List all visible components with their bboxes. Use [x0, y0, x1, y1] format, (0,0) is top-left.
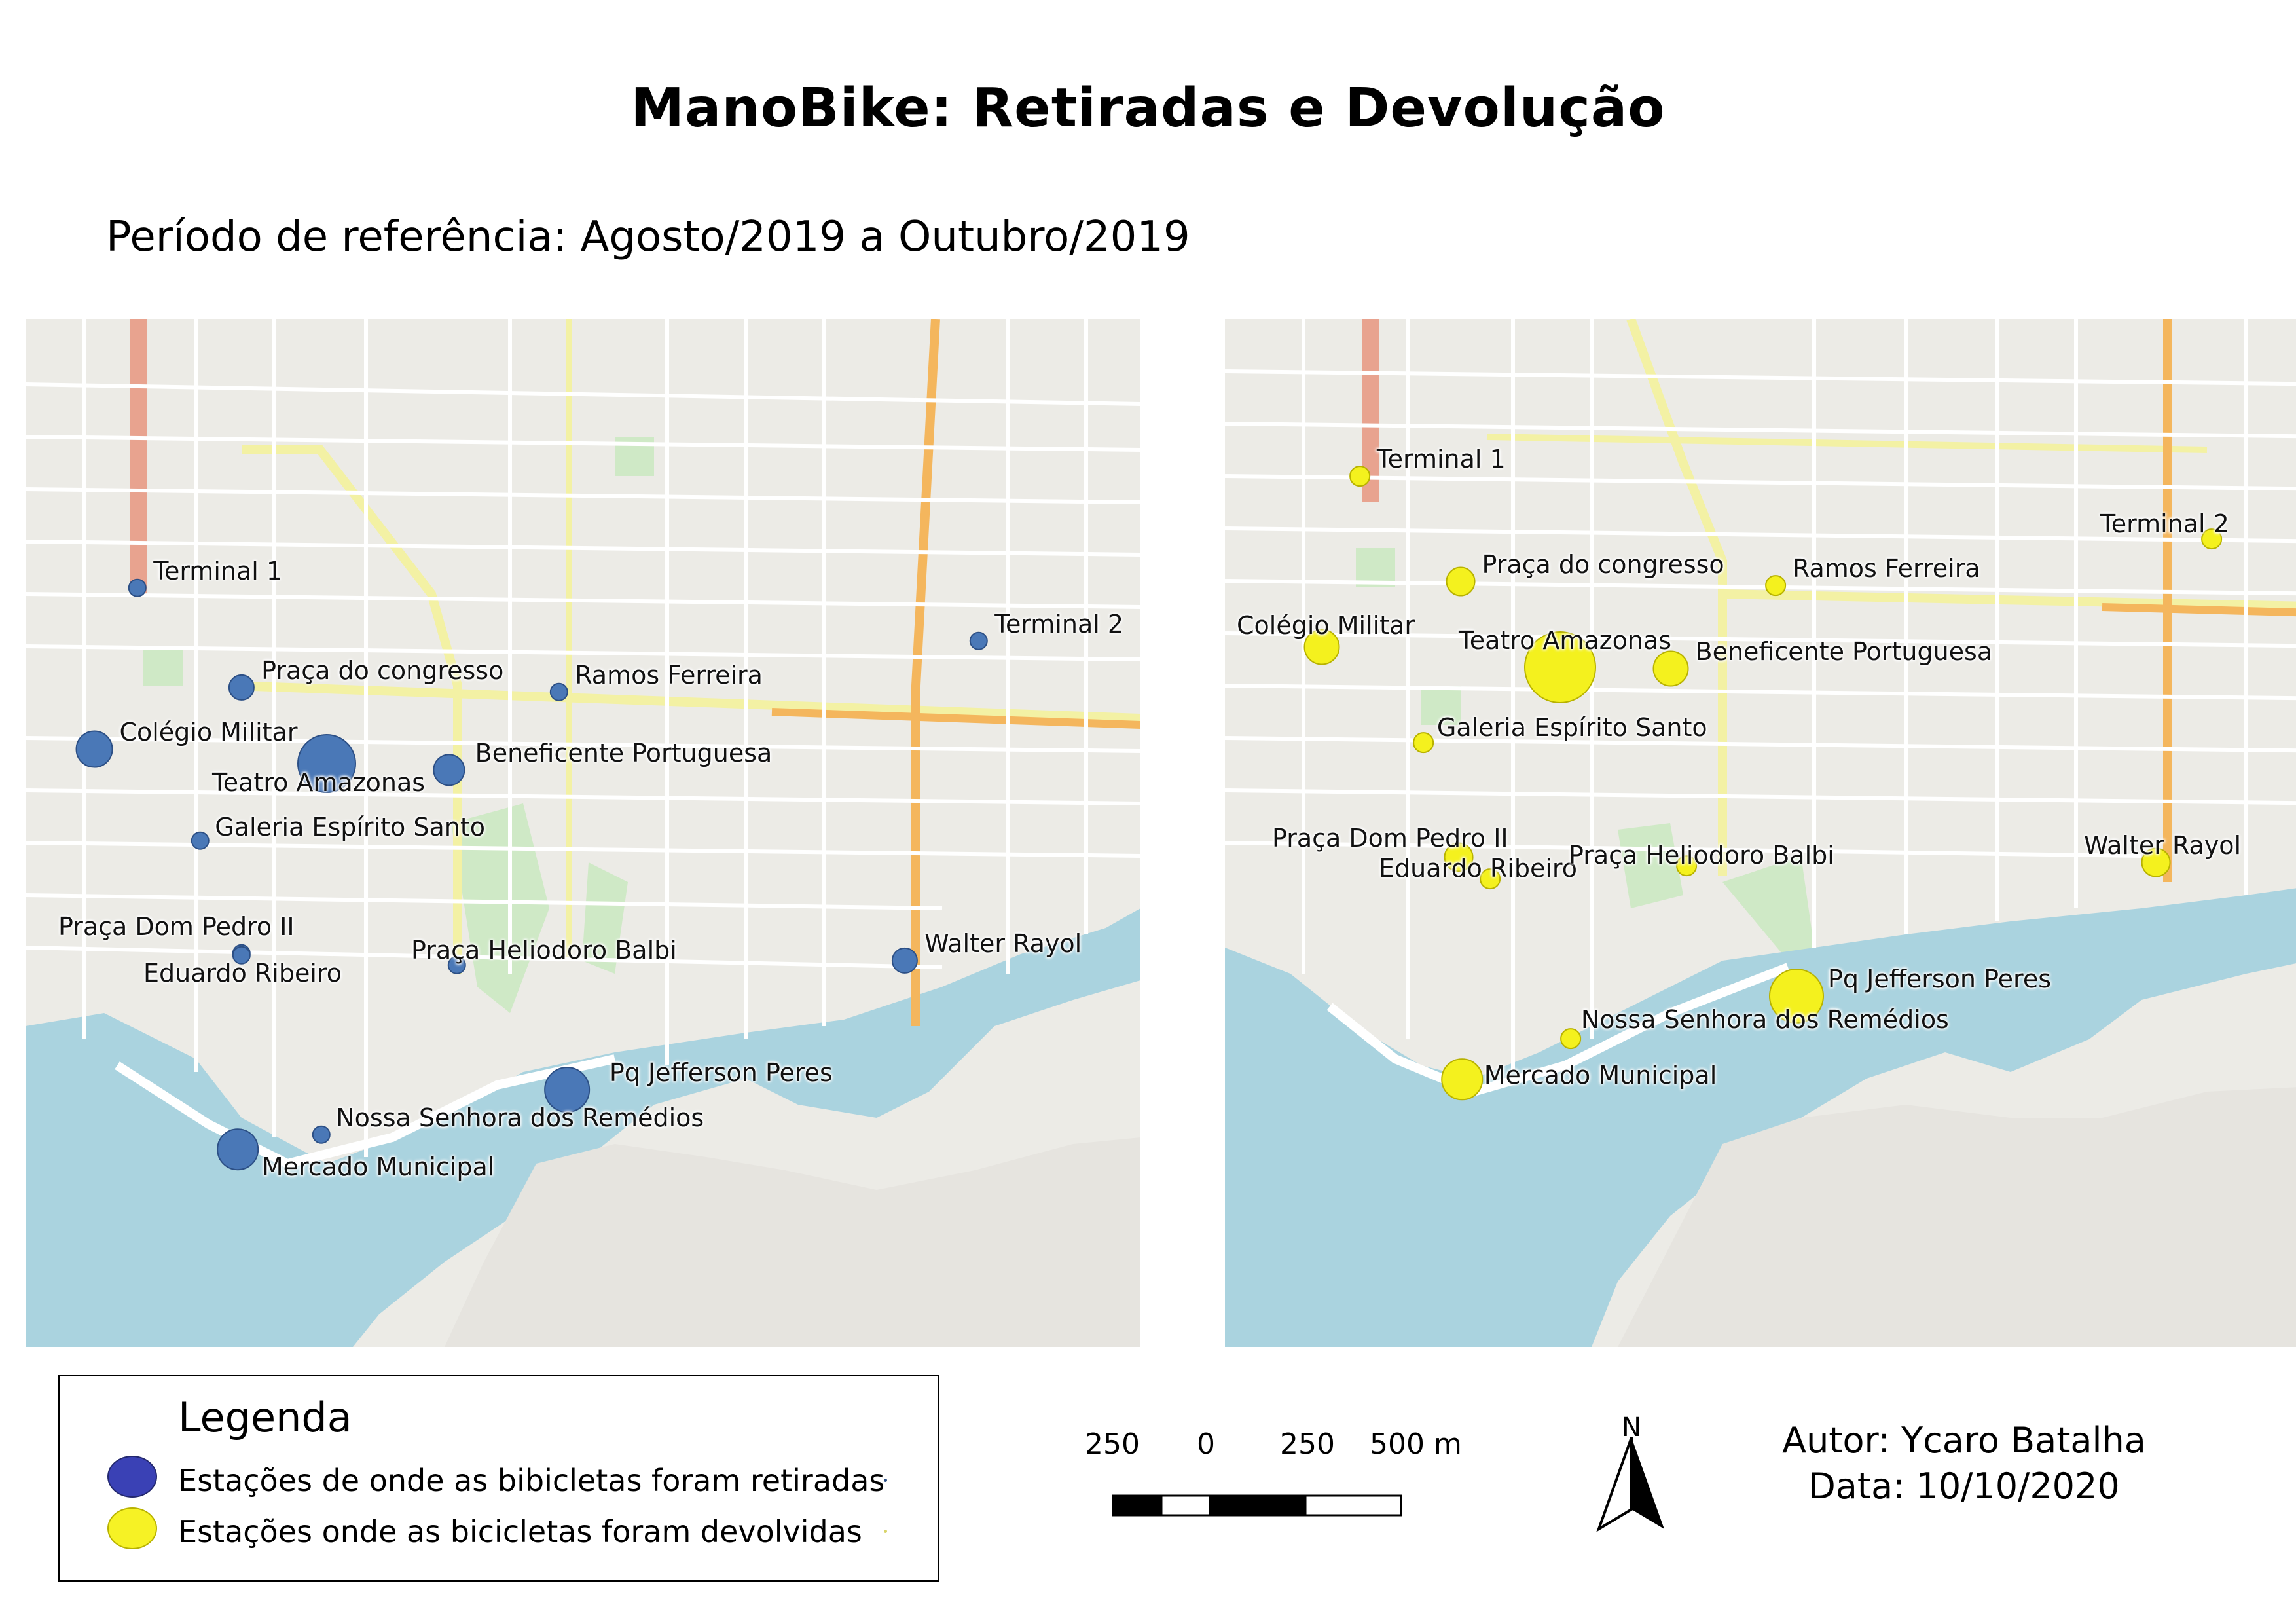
map-panel-pickups[interactable]: Terminal 1 Terminal 2 Praça do congresso Ra…: [26, 319, 1140, 1347]
station-marker-pra-a-heliodoro-balbi[interactable]: [1676, 855, 1697, 876]
station-label: Terminal 2: [994, 610, 1124, 638]
author-name: Autor: Ycaro Batalha: [1782, 1420, 2146, 1461]
station-label: Terminal 2: [2100, 509, 2229, 538]
station-marker-walter-rayol[interactable]: [891, 947, 919, 974]
station-marker-col-gio-militar[interactable]: [1303, 629, 1340, 665]
station-layer-pickups: Terminal 1 Terminal 2 Praça do congresso Ra…: [26, 319, 1140, 1347]
legend-swatch-returns: [107, 1507, 157, 1549]
station-label: Galeria Espírito Santo: [1436, 713, 1707, 742]
map-panel-returns[interactable]: Terminal 1 Terminal 2 Praça do congresso Ra…: [1225, 319, 2296, 1347]
legend-box: Legenda Estações de onde as bibicletas f…: [58, 1375, 939, 1582]
scale-label-mid: 250: [1280, 1428, 1335, 1461]
legend-swatch-pickups: [107, 1456, 157, 1498]
station-label: Praça Dom Pedro II: [58, 912, 295, 941]
station-marker-ramos-ferreira[interactable]: [1765, 575, 1786, 596]
station-marker-teatro-amazonas[interactable]: [1524, 631, 1596, 703]
basemap-left: [26, 319, 1140, 1347]
station-label: Praça do congresso: [261, 656, 504, 685]
station-label: Terminal 1: [153, 557, 283, 585]
station-marker-eduardo-ribeiro[interactable]: [232, 946, 251, 965]
station-marker-nossa-senhora-dos-rem-dios[interactable]: [1560, 1028, 1581, 1049]
legend-mini-returns: [884, 1530, 887, 1533]
station-marker-mercado-municipal[interactable]: [217, 1128, 259, 1170]
station-label: Mercado Municipal: [1484, 1061, 1717, 1090]
station-marker-pra-a-do-congresso[interactable]: [228, 674, 255, 701]
station-label: Nossa Senhora dos Remédios: [336, 1103, 704, 1132]
station-layer-returns: Terminal 1 Terminal 2 Praça do congresso Ra…: [1225, 319, 2296, 1347]
station-label: Galeria Espírito Santo: [215, 813, 485, 841]
station-label: Beneficente Portuguesa: [1695, 637, 1993, 666]
station-marker-galeria-esp-rito-santo[interactable]: [1413, 732, 1434, 753]
basemap-right: [1225, 319, 2296, 1347]
station-label: Praça Heliodoro Balbi: [1569, 841, 1834, 870]
station-marker-pq-jefferson-peres[interactable]: [544, 1067, 590, 1113]
station-marker-terminal-1[interactable]: [128, 578, 147, 598]
station-label: Eduardo Ribeiro: [1379, 854, 1577, 883]
station-marker-nossa-senhora-dos-rem-dios[interactable]: [312, 1125, 331, 1145]
north-arrow-icon: N: [1592, 1411, 1671, 1542]
station-label: Pq Jefferson Peres: [609, 1058, 833, 1087]
station-marker-col-gio-militar[interactable]: [75, 730, 113, 768]
scale-label-left: 250: [1085, 1428, 1140, 1461]
station-marker-terminal-1[interactable]: [1349, 466, 1370, 487]
author-date: Data: 10/10/2020: [1808, 1466, 2120, 1507]
station-label: Praça Heliodoro Balbi: [411, 936, 677, 965]
station-marker-ramos-ferreira[interactable]: [549, 682, 569, 702]
station-label: Terminal 1: [1376, 445, 1506, 473]
station-marker-pra-a-heliodoro-balbi[interactable]: [447, 955, 467, 975]
scale-label-zero: 0: [1197, 1428, 1215, 1461]
station-label: Mercado Municipal: [261, 1153, 495, 1181]
station-label: Colégio Militar: [119, 718, 298, 747]
station-marker-beneficente-portuguesa[interactable]: [433, 754, 465, 786]
station-label: Colégio Militar: [1237, 611, 1415, 640]
station-label: Ramos Ferreira: [1792, 554, 1980, 583]
map-title: ManoBike: Retiradas e Devolução: [630, 77, 1666, 139]
station-label: Ramos Ferreira: [575, 661, 763, 690]
legend-label-returns: Estações onde as bicicletas foram devolv…: [178, 1514, 862, 1549]
station-marker-teatro-amazonas[interactable]: [297, 734, 356, 793]
station-marker-pra-a-do-congresso[interactable]: [1446, 566, 1476, 597]
station-marker-terminal-2[interactable]: [969, 631, 989, 651]
station-marker-pq-jefferson-peres[interactable]: [1769, 969, 1824, 1024]
station-label: Walter Rayol: [2084, 831, 2242, 860]
map-subtitle: Período de referência: Agosto/2019 a Out…: [106, 213, 1190, 261]
station-marker-mercado-municipal[interactable]: [1441, 1058, 1483, 1100]
scale-bar: 250 0 250 500 m: [1074, 1428, 1480, 1526]
author-block: Autor: Ycaro Batalha Data: 10/10/2020: [1768, 1418, 2160, 1509]
legend-mini-pickups: [884, 1479, 887, 1482]
station-label: Praça Dom Pedro II: [1272, 824, 1508, 853]
station-label: Teatro Amazonas: [1459, 626, 1672, 655]
station-marker-eduardo-ribeiro[interactable]: [1480, 868, 1501, 889]
station-marker-pra-a-dom-pedro-ii[interactable]: [1444, 842, 1474, 872]
station-label: Teatro Amazonas: [212, 768, 426, 797]
station-marker-beneficente-portuguesa[interactable]: [1652, 650, 1689, 687]
station-label: Nossa Senhora dos Remédios: [1580, 1005, 1949, 1034]
station-label: Walter Rayol: [924, 929, 1082, 958]
station-marker-walter-rayol[interactable]: [2141, 847, 2171, 877]
station-label: Beneficente Portuguesa: [475, 739, 773, 767]
scale-label-right: 500 m: [1370, 1428, 1462, 1461]
station-label: Praça do congresso: [1482, 550, 1724, 579]
legend-title: Legenda: [178, 1393, 352, 1441]
scale-bar-graphic: [1112, 1494, 1402, 1517]
station-marker-galeria-esp-rito-santo[interactable]: [191, 831, 210, 851]
station-label: Eduardo Ribeiro: [143, 959, 342, 987]
station-marker-terminal-2[interactable]: [2201, 528, 2222, 549]
legend-label-pickups: Estações de onde as bibicletas foram ret…: [178, 1463, 885, 1498]
station-label: Pq Jefferson Peres: [1828, 965, 2051, 993]
